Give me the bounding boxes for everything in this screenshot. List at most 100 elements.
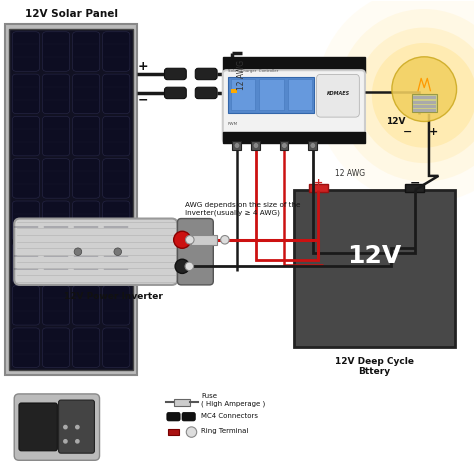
FancyBboxPatch shape [42, 328, 70, 367]
Bar [288, 79, 312, 111]
Bar [5, 24, 137, 375]
Text: 12 AWG: 12 AWG [237, 60, 246, 90]
Bar [412, 101, 436, 104]
Circle shape [316, 0, 474, 203]
Circle shape [253, 142, 259, 148]
Bar [231, 79, 255, 111]
Bar [223, 133, 365, 142]
Circle shape [63, 425, 68, 429]
Text: −: − [403, 127, 412, 137]
FancyBboxPatch shape [102, 159, 130, 198]
FancyBboxPatch shape [317, 75, 359, 117]
FancyBboxPatch shape [223, 70, 365, 142]
Circle shape [75, 439, 80, 444]
Bar [251, 141, 260, 150]
Circle shape [356, 28, 474, 163]
FancyBboxPatch shape [73, 32, 100, 71]
FancyBboxPatch shape [14, 218, 177, 285]
Text: 12V Power Inverter: 12V Power Inverter [64, 293, 163, 302]
Bar [232, 141, 241, 150]
FancyBboxPatch shape [195, 87, 217, 99]
FancyBboxPatch shape [102, 328, 130, 367]
Bar [294, 190, 455, 347]
Text: 12V: 12V [347, 244, 401, 268]
Text: +: + [429, 127, 438, 137]
Circle shape [392, 57, 456, 122]
Bar [9, 29, 133, 370]
Bar [412, 94, 437, 112]
Text: Fuse
( High Amperage ): Fuse ( High Amperage ) [201, 393, 266, 407]
Text: −: − [410, 177, 420, 190]
FancyBboxPatch shape [164, 87, 186, 99]
Text: MC4 Connectors: MC4 Connectors [201, 413, 258, 419]
FancyBboxPatch shape [73, 201, 100, 240]
FancyBboxPatch shape [73, 116, 100, 156]
FancyBboxPatch shape [73, 159, 100, 198]
FancyBboxPatch shape [42, 74, 70, 114]
Text: AWG depends on the size of the
Inverter(usually ≥ 4 AWG): AWG depends on the size of the Inverter(… [185, 202, 301, 216]
FancyBboxPatch shape [42, 159, 70, 198]
Bar [168, 429, 179, 436]
FancyBboxPatch shape [177, 218, 213, 285]
Bar [412, 105, 436, 108]
FancyBboxPatch shape [102, 74, 130, 114]
Bar [191, 235, 217, 245]
Text: 12V Deep Cycle
Bttery: 12V Deep Cycle Bttery [335, 357, 414, 376]
Circle shape [74, 248, 82, 256]
Text: Solar  Charger  Controller: Solar Charger Controller [228, 69, 278, 73]
Bar [231, 89, 237, 93]
FancyBboxPatch shape [12, 32, 39, 71]
FancyBboxPatch shape [42, 243, 70, 283]
Text: 12V: 12V [386, 117, 406, 126]
FancyBboxPatch shape [12, 243, 39, 283]
Circle shape [114, 248, 121, 256]
FancyBboxPatch shape [19, 403, 57, 451]
FancyBboxPatch shape [12, 201, 39, 240]
Text: +: + [137, 60, 148, 73]
FancyBboxPatch shape [12, 116, 39, 156]
Text: KOMAES: KOMAES [327, 91, 349, 96]
Text: Ring Terminal: Ring Terminal [201, 428, 249, 434]
Circle shape [175, 259, 189, 274]
Circle shape [310, 142, 316, 148]
Circle shape [282, 142, 287, 148]
Circle shape [234, 142, 240, 148]
Circle shape [220, 236, 229, 244]
Circle shape [372, 43, 474, 148]
FancyBboxPatch shape [102, 201, 130, 240]
Bar [405, 184, 424, 192]
Circle shape [173, 231, 191, 248]
Bar [412, 109, 436, 112]
FancyBboxPatch shape [102, 116, 130, 156]
FancyBboxPatch shape [12, 328, 39, 367]
FancyBboxPatch shape [12, 74, 39, 114]
FancyBboxPatch shape [102, 32, 130, 71]
FancyBboxPatch shape [42, 116, 70, 156]
Bar [223, 57, 365, 73]
Text: 12 AWG: 12 AWG [335, 169, 365, 178]
Bar [412, 96, 436, 99]
Bar [308, 141, 317, 150]
FancyBboxPatch shape [73, 285, 100, 325]
FancyBboxPatch shape [164, 68, 186, 80]
Text: +: + [313, 178, 323, 188]
FancyBboxPatch shape [12, 285, 39, 325]
FancyBboxPatch shape [167, 412, 180, 421]
Bar [228, 77, 314, 113]
Text: −: − [137, 94, 148, 106]
FancyBboxPatch shape [14, 394, 100, 460]
Bar [309, 184, 328, 192]
FancyBboxPatch shape [12, 159, 39, 198]
Text: 12V Solar Panel: 12V Solar Panel [25, 9, 118, 19]
Bar [280, 141, 288, 150]
Circle shape [186, 427, 197, 437]
FancyBboxPatch shape [42, 32, 70, 71]
Bar [259, 79, 284, 111]
FancyBboxPatch shape [102, 243, 130, 283]
FancyBboxPatch shape [182, 412, 195, 421]
Text: PWM: PWM [228, 122, 237, 126]
Circle shape [185, 262, 193, 271]
FancyBboxPatch shape [42, 201, 70, 240]
Circle shape [338, 9, 474, 181]
FancyBboxPatch shape [195, 68, 217, 80]
